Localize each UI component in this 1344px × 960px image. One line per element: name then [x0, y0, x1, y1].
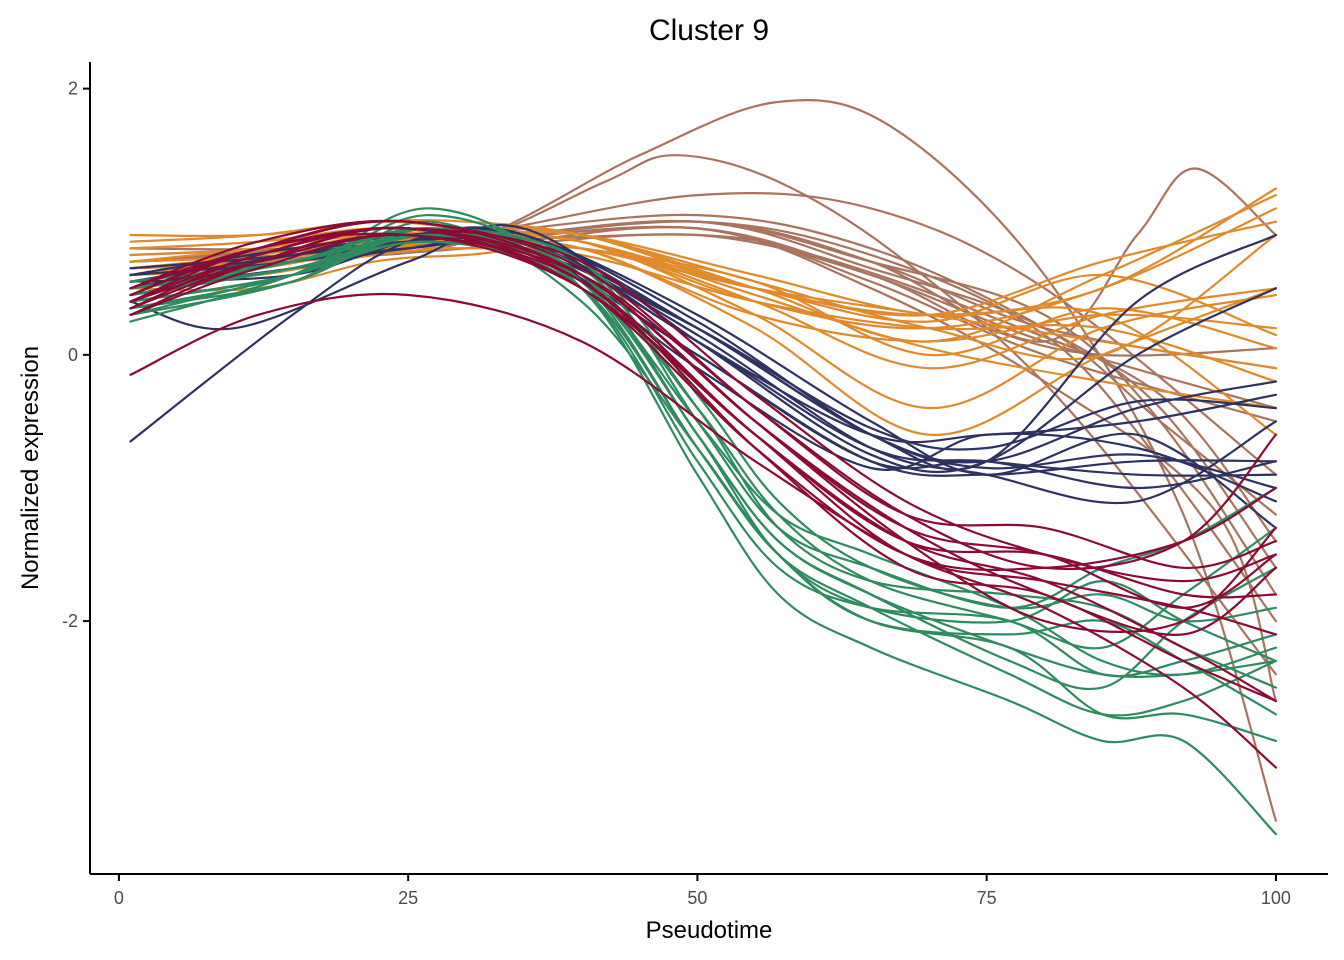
series-layer — [129, 99, 1277, 836]
series-line — [129, 292, 1277, 769]
x-tick-label: 0 — [114, 888, 124, 908]
y-tick-label: 0 — [68, 345, 78, 365]
series-line — [129, 219, 1277, 516]
x-axis-title: Pseudotime — [646, 917, 773, 944]
x-axis-ticks: 0 25 50 75 100 — [114, 874, 1291, 908]
series-line — [129, 207, 1277, 836]
series-line — [129, 213, 1277, 569]
series-line — [129, 219, 1277, 569]
y-axis-title: Normalized expression — [17, 346, 44, 590]
x-tick-label: 50 — [687, 888, 707, 908]
series-line — [129, 227, 1277, 583]
series-group — [129, 219, 1277, 769]
series-line — [129, 233, 1277, 636]
series-line — [129, 228, 1277, 490]
x-tick-label: 25 — [398, 888, 418, 908]
chart-title: Cluster 9 — [649, 14, 769, 47]
series-line — [129, 245, 1277, 370]
series-line — [129, 226, 1277, 571]
x-tick-label: 75 — [977, 888, 997, 908]
series-line — [129, 220, 1277, 742]
y-axis-ticks: -2 0 2 — [62, 79, 90, 631]
y-tick-label: 2 — [68, 79, 78, 99]
series-line — [129, 241, 1277, 436]
y-tick-label: -2 — [62, 611, 78, 631]
series-line — [129, 219, 1277, 633]
series-group — [129, 207, 1277, 836]
series-line — [129, 226, 1277, 471]
x-tick-label: 100 — [1261, 888, 1291, 908]
series-line — [129, 99, 1277, 822]
series-line — [129, 247, 1277, 383]
series-group — [129, 99, 1277, 822]
series-line — [129, 233, 1277, 676]
series-line — [129, 240, 1277, 717]
series-line — [129, 227, 1277, 623]
series-line — [129, 227, 1277, 663]
